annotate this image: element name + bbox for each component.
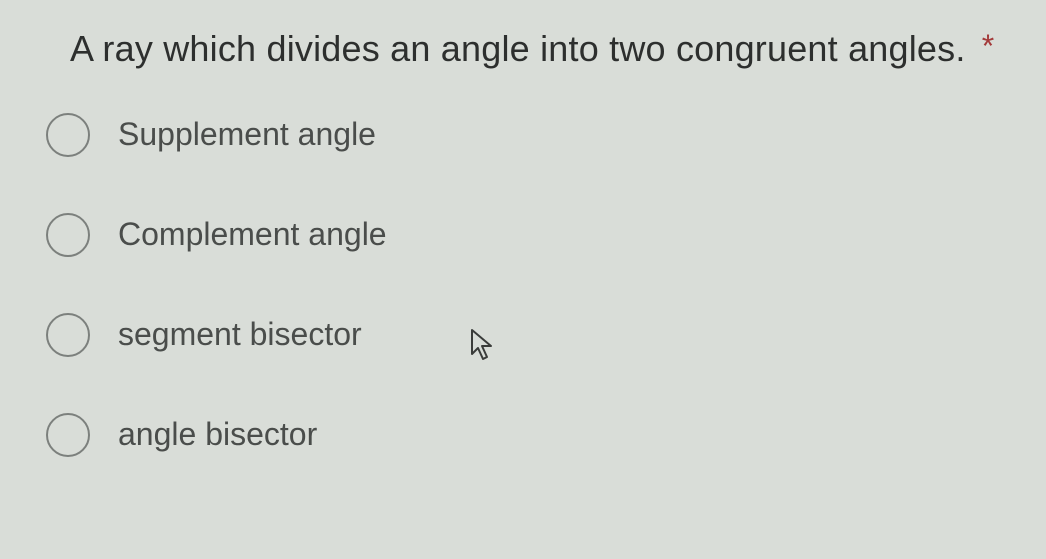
radio-icon	[46, 413, 90, 457]
option-label: Complement angle	[118, 216, 387, 253]
option-complement-angle[interactable]: Complement angle	[46, 213, 1018, 257]
option-label: Supplement angle	[118, 116, 376, 153]
required-asterisk: *	[982, 28, 995, 64]
radio-icon	[46, 113, 90, 157]
option-label: angle bisector	[118, 416, 317, 453]
options-list: Supplement angle Complement angle segmen…	[46, 113, 1018, 457]
question-card: A ray which divides an angle into two co…	[0, 0, 1046, 559]
option-segment-bisector[interactable]: segment bisector	[46, 313, 1018, 357]
radio-icon	[46, 213, 90, 257]
radio-icon	[46, 313, 90, 357]
option-label: segment bisector	[118, 316, 362, 353]
option-supplement-angle[interactable]: Supplement angle	[46, 113, 1018, 157]
question-text: A ray which divides an angle into two co…	[70, 28, 966, 69]
option-angle-bisector[interactable]: angle bisector	[46, 413, 1018, 457]
question-text-row: A ray which divides an angle into two co…	[70, 26, 1018, 73]
